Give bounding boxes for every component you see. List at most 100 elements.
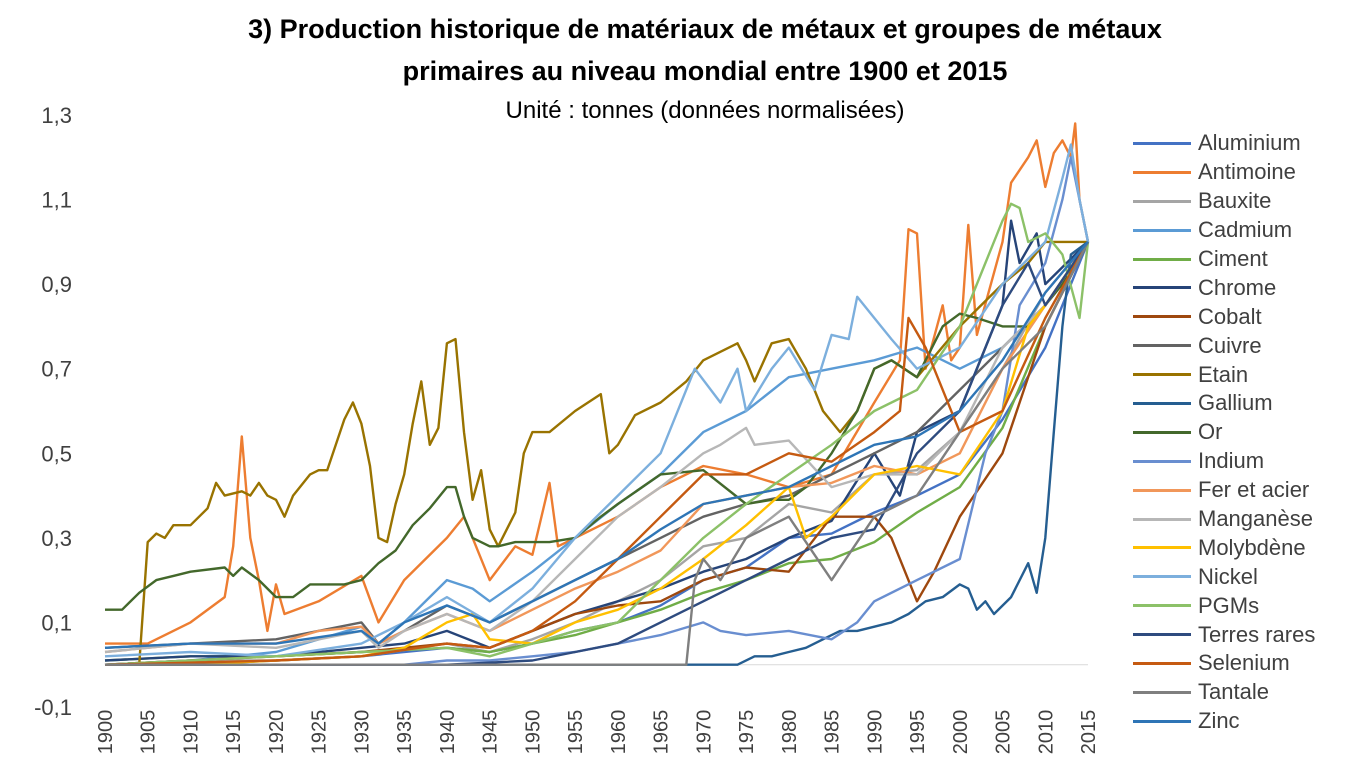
legend-item: Tantale bbox=[1133, 678, 1363, 707]
legend-label: Terres rares bbox=[1198, 621, 1316, 647]
legend-item: Terres rares bbox=[1133, 620, 1363, 649]
chart-title-line2: primaires au niveau mondial entre 1900 e… bbox=[402, 56, 1008, 86]
x-tick-label: 2010 bbox=[1035, 710, 1057, 755]
legend-label: Selenium bbox=[1198, 650, 1290, 676]
legend-swatch bbox=[1133, 517, 1191, 521]
legend-item: Aluminium bbox=[1133, 129, 1363, 158]
legend-swatch bbox=[1133, 430, 1191, 434]
series-line-indium bbox=[105, 156, 1090, 666]
legend-item: Cobalt bbox=[1133, 302, 1363, 331]
legend-label: Molybdène bbox=[1198, 534, 1306, 560]
legend-swatch bbox=[1133, 373, 1191, 377]
legend-item: Selenium bbox=[1133, 649, 1363, 678]
legend-swatch bbox=[1133, 315, 1191, 319]
legend-label: Indium bbox=[1198, 448, 1265, 474]
x-axis-ticks: 1900 1905 1910 1915 1920 1925 1930 1935 1940 1945… bbox=[95, 710, 1100, 755]
chart-title-line1: 3) Production historique de matériaux de… bbox=[248, 14, 1162, 44]
legend-label: Aluminium bbox=[1198, 130, 1301, 156]
y-tick-label: 0,7 bbox=[41, 357, 72, 382]
series-line-mangan-se bbox=[104, 241, 1089, 654]
legend-item: Fer et acier bbox=[1133, 476, 1363, 505]
series-line-fer-et-acier bbox=[104, 241, 1089, 654]
y-tick-label: 0,9 bbox=[41, 272, 72, 297]
legend-label: Etain bbox=[1198, 361, 1249, 387]
legend-item: Gallium bbox=[1133, 389, 1363, 418]
series-line-tantale bbox=[105, 241, 1090, 666]
series-line-or bbox=[105, 241, 1090, 611]
legend-swatch bbox=[1133, 459, 1191, 463]
x-tick-label: 1935 bbox=[394, 710, 416, 755]
series-line-cobalt bbox=[104, 241, 1090, 666]
x-tick-label: 1920 bbox=[266, 710, 288, 755]
x-tick-label: 2000 bbox=[950, 710, 972, 755]
legend-swatch bbox=[1133, 257, 1191, 261]
x-tick-label: 1960 bbox=[608, 710, 630, 755]
legend-label: Chrome bbox=[1198, 274, 1277, 300]
legend-item: Manganèse bbox=[1133, 505, 1363, 534]
series-line-selenium bbox=[104, 241, 1090, 666]
legend-swatch bbox=[1133, 199, 1191, 203]
legend-label: Tantale bbox=[1198, 679, 1269, 705]
legend-label: Manganèse bbox=[1198, 506, 1313, 532]
series-line-terres-rares bbox=[105, 241, 1089, 666]
series-line-chrome bbox=[104, 219, 1089, 662]
series-line-aluminium bbox=[105, 241, 1090, 666]
series-line-nickel bbox=[104, 143, 1090, 658]
legend-label: Cobalt bbox=[1198, 303, 1262, 329]
x-tick-label: 1975 bbox=[736, 710, 758, 755]
x-tick-label: 1965 bbox=[651, 710, 673, 755]
chart-subtitle: Unité : tonnes (données normalisées) bbox=[505, 97, 905, 124]
x-tick-label: 1945 bbox=[480, 710, 502, 755]
legend-label: Zinc bbox=[1198, 708, 1240, 734]
legend-swatch bbox=[1133, 286, 1191, 290]
legend-label: PGMs bbox=[1198, 592, 1260, 618]
x-tick-label: 1950 bbox=[522, 710, 544, 755]
legend-swatch bbox=[1133, 344, 1191, 348]
legend-item: Bauxite bbox=[1133, 187, 1363, 216]
y-tick-label: 0,3 bbox=[41, 526, 72, 551]
legend-swatch bbox=[1133, 141, 1191, 145]
legend-label: Or bbox=[1198, 419, 1223, 445]
x-tick-label: 1985 bbox=[822, 710, 844, 755]
legend-label: Cuivre bbox=[1198, 332, 1262, 358]
legend-item: Etain bbox=[1133, 360, 1363, 389]
legend-label: Antimoine bbox=[1198, 159, 1296, 185]
series-line-cuivre bbox=[104, 241, 1089, 649]
legend-swatch bbox=[1133, 575, 1191, 579]
legend-swatch bbox=[1133, 228, 1191, 232]
legend-item: PGMs bbox=[1133, 591, 1363, 620]
series-line-bauxite bbox=[104, 241, 1089, 666]
legend-swatch bbox=[1133, 661, 1191, 665]
legend-label: Nickel bbox=[1198, 563, 1258, 589]
x-tick-label: 2015 bbox=[1078, 710, 1100, 755]
legend-item: Indium bbox=[1133, 447, 1363, 476]
legend: Aluminium Antimoine Bauxite Cadmium Ciment Ch… bbox=[1133, 129, 1363, 736]
series-line-gallium bbox=[105, 240, 1089, 666]
legend-label: Gallium bbox=[1198, 390, 1273, 416]
legend-swatch bbox=[1133, 488, 1191, 492]
legend-swatch bbox=[1133, 170, 1191, 174]
legend-item: Or bbox=[1133, 418, 1363, 447]
x-tick-label: 2005 bbox=[993, 710, 1015, 755]
x-tick-label: 1970 bbox=[693, 710, 715, 755]
y-tick-label: 1,3 bbox=[41, 103, 72, 128]
series-line-etain bbox=[105, 240, 1088, 666]
legend-label: Bauxite bbox=[1198, 188, 1272, 214]
series-line-pgms bbox=[104, 202, 1090, 666]
series-lines bbox=[104, 122, 1090, 666]
legend-item: Zinc bbox=[1133, 707, 1363, 736]
legend-item: Chrome bbox=[1133, 273, 1363, 302]
legend-swatch bbox=[1133, 719, 1191, 723]
legend-item: Ciment bbox=[1133, 245, 1363, 274]
legend-swatch bbox=[1133, 401, 1191, 405]
x-tick-label: 1925 bbox=[309, 710, 331, 755]
legend-item: Nickel bbox=[1133, 562, 1363, 591]
legend-swatch bbox=[1133, 690, 1191, 694]
series-line-cadmium bbox=[104, 241, 1089, 666]
series-line-molybd-ne bbox=[105, 241, 1089, 666]
legend-item: Molybdène bbox=[1133, 533, 1363, 562]
legend-swatch bbox=[1133, 604, 1191, 608]
x-tick-label: 1915 bbox=[223, 710, 245, 755]
x-tick-label: 1995 bbox=[907, 710, 929, 755]
